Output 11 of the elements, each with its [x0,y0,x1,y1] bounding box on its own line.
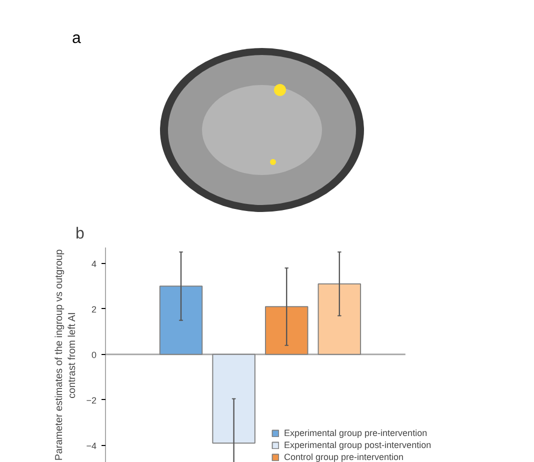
y-axis-title: Parameter estimates of the ingroup vs outgroup contrast from left AI [54,248,78,461]
legend-label: Experimental group pre-intervention [284,428,428,438]
text: a [72,30,81,48]
legend-label: Experimental group post-intervention [284,440,432,450]
y-tick-label: −2 [86,395,97,406]
legend-label: Control group pre-intervention [284,452,404,462]
y-tick-label: 2 [91,304,97,314]
y-tick-label: 4 [91,258,97,269]
y-tick-label: 0 [91,350,97,360]
y-tick-label: −4 [86,440,97,451]
text: b [76,226,84,242]
